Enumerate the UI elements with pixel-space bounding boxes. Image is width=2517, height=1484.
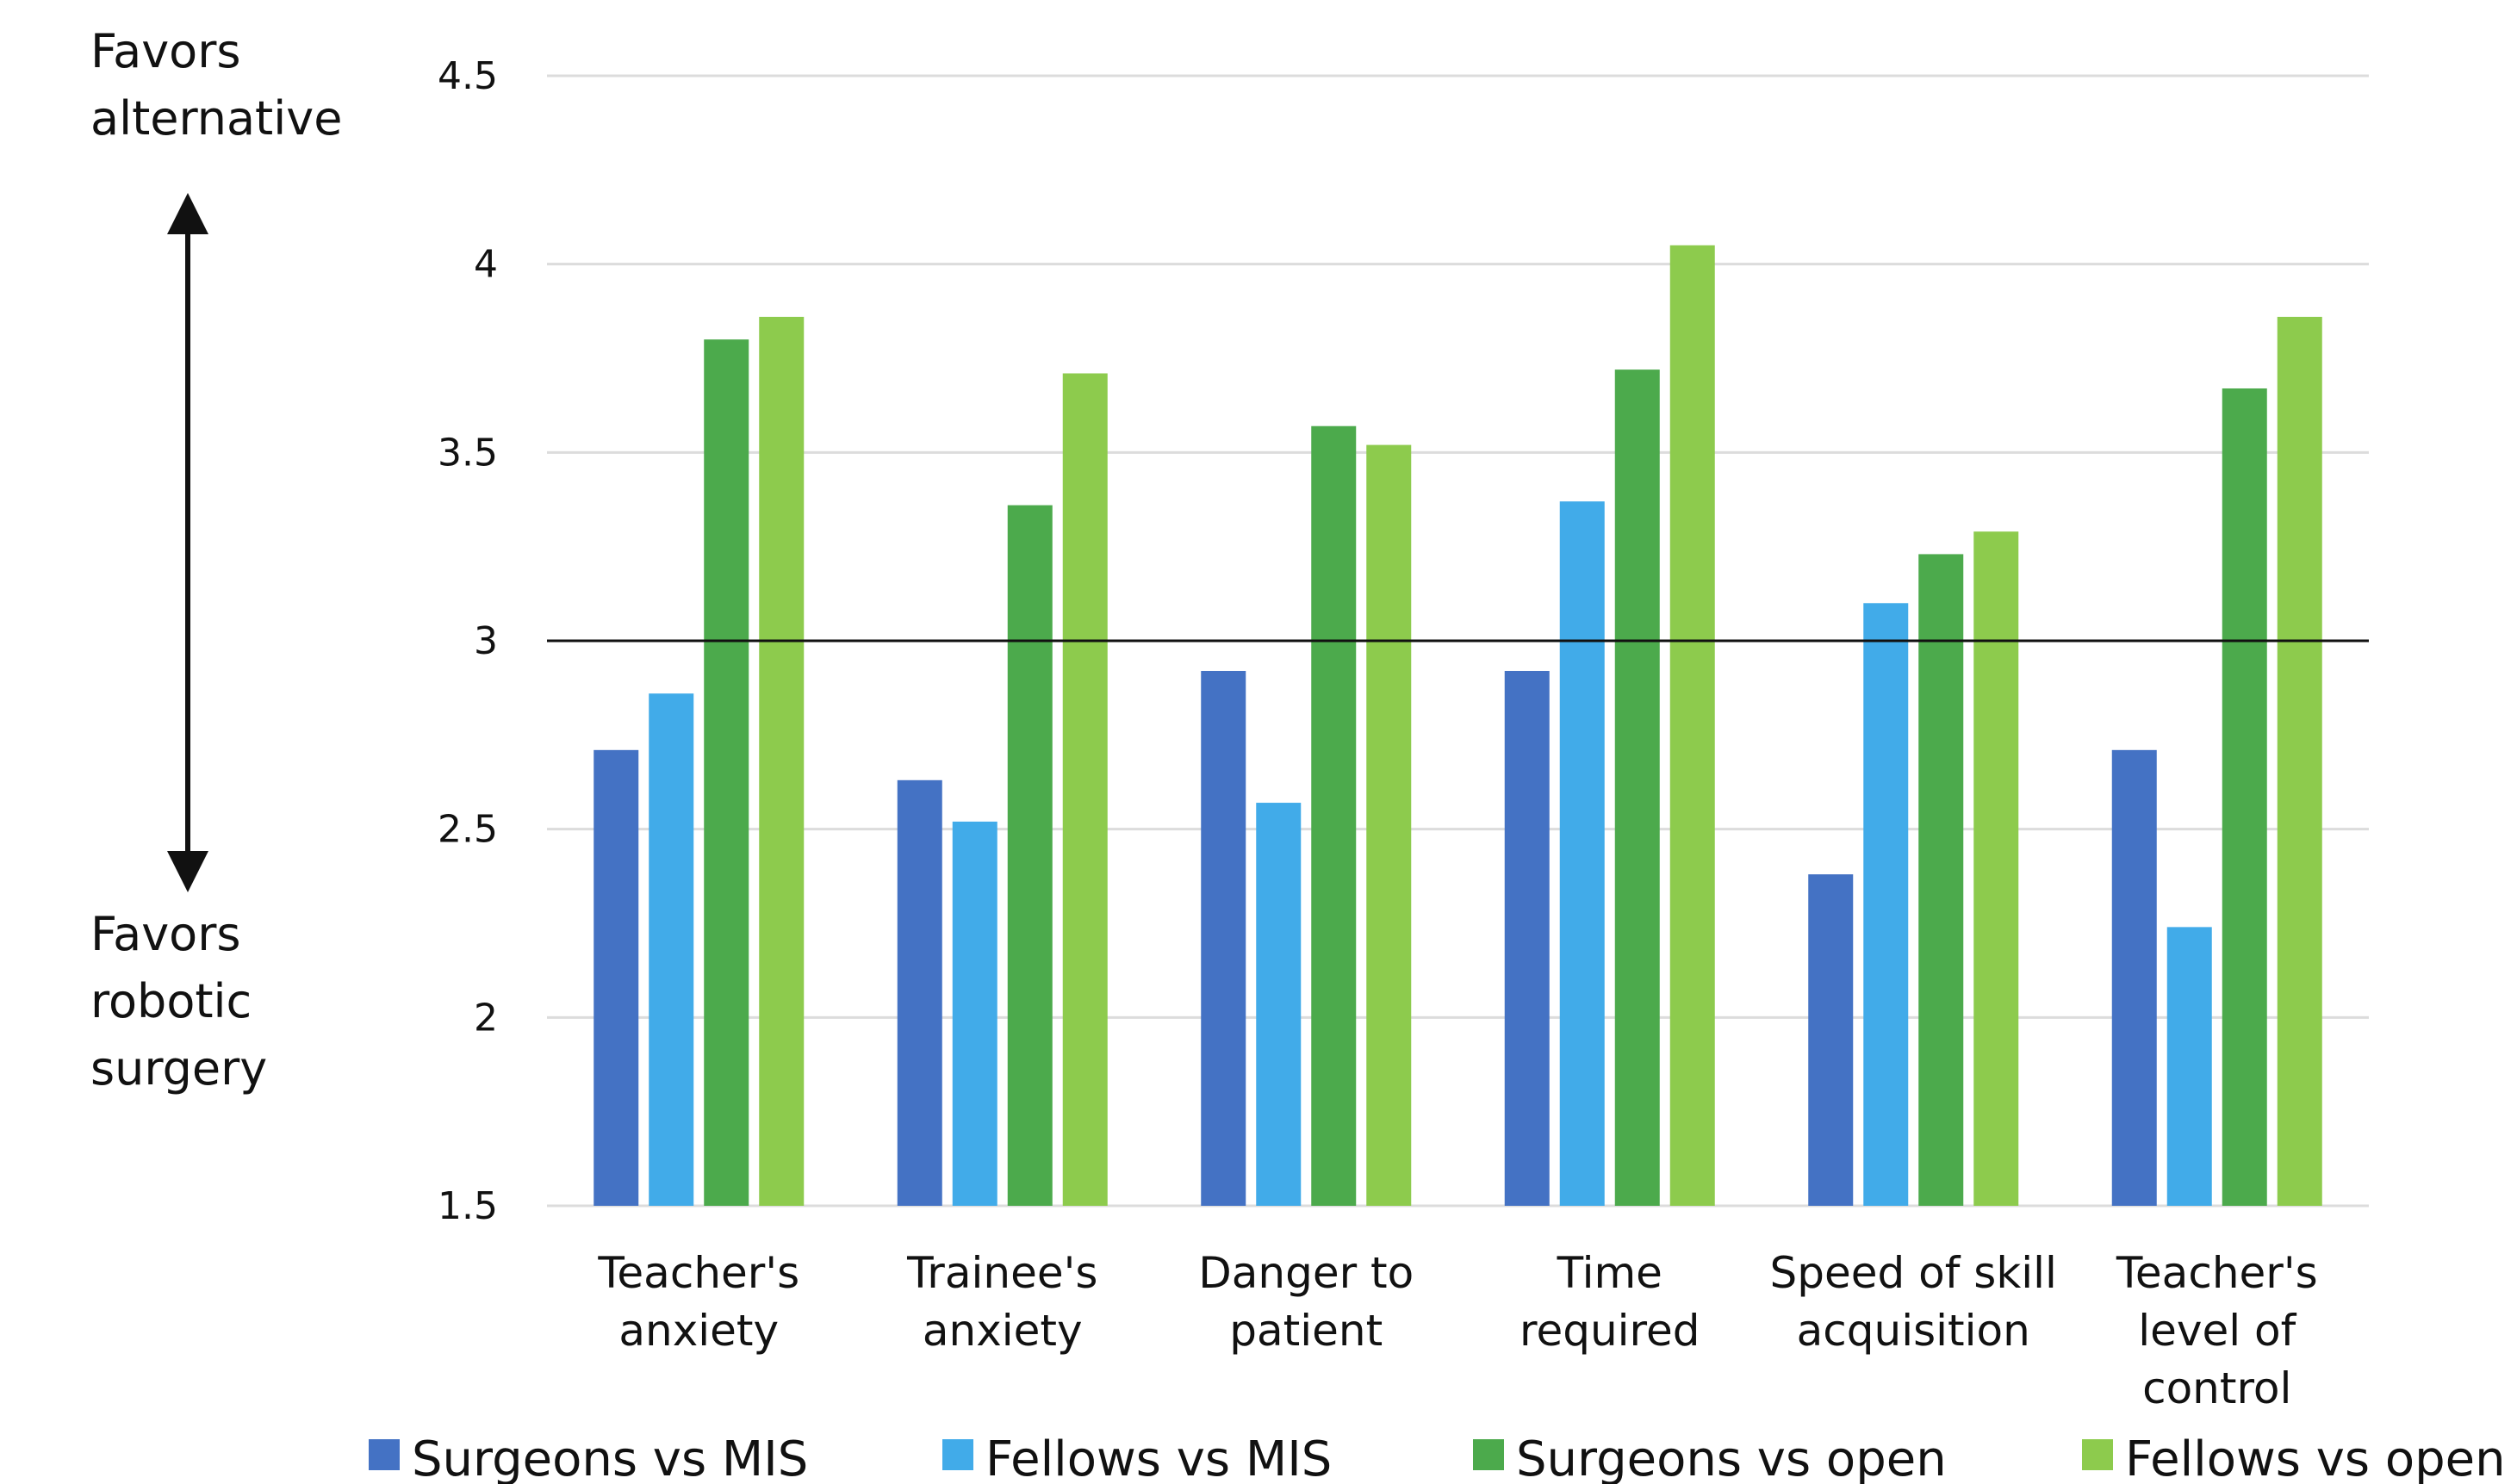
category-label-line: acquisition: [1797, 1306, 2030, 1356]
category-label-line: Teacher's: [2116, 1248, 2318, 1298]
bar-surgeons-vs-mis: [1504, 670, 1550, 1206]
bar-fellows-vs-open: [1366, 444, 1412, 1206]
bar-fellows-vs-open: [1973, 531, 2019, 1206]
legend-label: Surgeons vs open: [1516, 1431, 1947, 1484]
bar-fellows-vs-open: [1062, 373, 1108, 1206]
favors-robotic-line-1: Favors: [90, 907, 241, 961]
bar-surgeons-vs-open: [1614, 369, 1660, 1206]
category-label-line: Trainee's: [906, 1248, 1097, 1298]
bar-surgeons-vs-open: [2222, 388, 2267, 1206]
category-label-line: level of: [2138, 1306, 2296, 1356]
category-label: Teacher's anxiety: [597, 1248, 799, 1356]
category-labels: Teacher's anxiety Trainee's anxiety Danger t…: [597, 1248, 2317, 1413]
bar-fellows-vs-mis: [1559, 501, 1605, 1206]
bar-surgeons-vs-mis: [1808, 874, 1854, 1206]
legend-swatch: [369, 1439, 400, 1470]
legend-label: Fellows vs MIS: [985, 1431, 1332, 1484]
category-label: Time required: [1520, 1248, 1700, 1356]
favors-alternative-label: Favors alternative: [90, 24, 342, 146]
bar-surgeons-vs-open: [1918, 554, 1964, 1206]
favors-alternative-line-2: alternative: [90, 91, 342, 146]
y-tick-label: 2: [474, 996, 498, 1040]
bar-fellows-vs-mis: [649, 693, 694, 1206]
favors-robotic-surgery-label: Favors robotic surgery: [90, 907, 267, 1096]
bar-surgeons-vs-mis: [1201, 670, 1246, 1206]
category-label-line: anxiety: [923, 1306, 1083, 1356]
bar-surgeons-vs-mis: [2111, 749, 2157, 1206]
y-tick-label: 4: [474, 243, 498, 287]
category-label-line: patient: [1229, 1306, 1383, 1356]
bar-fellows-vs-open: [1669, 245, 1715, 1206]
bars: [594, 245, 2322, 1207]
bar-fellows-vs-mis: [1256, 803, 1302, 1206]
category-label: Speed of skill acquisition: [1770, 1248, 2057, 1356]
y-axis-ticks: 1.5 2 2.5 3 3.5 4 4.5: [438, 54, 498, 1228]
bar-fellows-vs-mis: [1863, 603, 1909, 1206]
category-label: Teacher's level of control: [2116, 1248, 2318, 1413]
bar-surgeons-vs-open: [1311, 425, 1357, 1207]
legend-swatch: [942, 1439, 973, 1470]
category-label-line: anxiety: [618, 1306, 779, 1356]
category-label-line: Danger to: [1198, 1248, 1414, 1298]
y-tick-label: 4.5: [438, 54, 498, 98]
bar-surgeons-vs-mis: [594, 749, 639, 1206]
bar-fellows-vs-mis: [952, 821, 997, 1206]
category-label-line: control: [2142, 1363, 2291, 1413]
favors-robotic-line-3: surgery: [90, 1041, 267, 1096]
legend-swatch: [1473, 1439, 1504, 1470]
legend: Surgeons vs MIS Fellows vs MIS Surgeons vs…: [369, 1431, 2506, 1484]
bar-surgeons-vs-open: [1007, 505, 1053, 1206]
y-tick-label: 3.5: [438, 431, 498, 475]
category-label-line: Time: [1557, 1248, 1662, 1298]
legend-swatch: [2082, 1439, 2113, 1470]
category-label: Trainee's anxiety: [906, 1248, 1097, 1356]
bar-surgeons-vs-open: [704, 339, 749, 1207]
y-tick-label: 1.5: [438, 1184, 498, 1228]
y-tick-label: 2.5: [438, 808, 498, 852]
category-label-line: Speed of skill: [1770, 1248, 2057, 1298]
category-label: Danger to patient: [1198, 1248, 1414, 1356]
bar-fellows-vs-open: [759, 316, 805, 1207]
favors-alternative-line-1: Favors: [90, 24, 241, 78]
y-tick-label: 3: [474, 619, 498, 663]
bar-surgeons-vs-mis: [897, 779, 942, 1206]
category-label-line: Teacher's: [597, 1248, 799, 1298]
category-label-line: required: [1520, 1306, 1700, 1356]
favors-robotic-line-2: robotic: [90, 974, 252, 1028]
legend-label: Surgeons vs MIS: [412, 1431, 808, 1484]
legend-label: Fellows vs open: [2125, 1431, 2506, 1484]
bar-fellows-vs-mis: [2166, 927, 2212, 1206]
bar-fellows-vs-open: [2277, 316, 2322, 1207]
